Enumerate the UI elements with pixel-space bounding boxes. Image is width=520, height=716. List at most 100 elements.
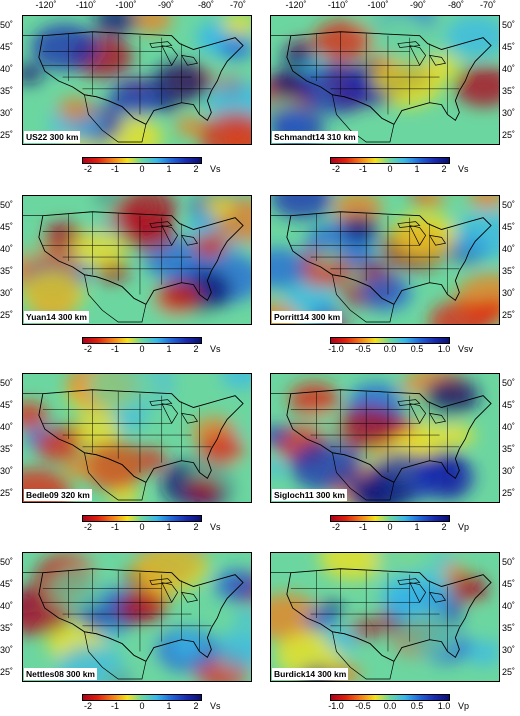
lat-label: 25˚ bbox=[502, 488, 516, 498]
velocity-anomaly-blob bbox=[151, 61, 211, 103]
velocity-anomaly-blob bbox=[271, 459, 287, 477]
colorbar-gradient bbox=[330, 694, 450, 701]
velocity-anomaly-blob bbox=[271, 425, 289, 446]
colorbar-gradient bbox=[330, 157, 450, 164]
colorbar-unit: Vsv bbox=[458, 344, 474, 354]
lat-label: 30˚ bbox=[0, 645, 14, 655]
colorbar-tick-label: -1.0 bbox=[328, 344, 344, 354]
lat-label: 40˚ bbox=[502, 64, 516, 74]
colorbar-tick-label: -2 bbox=[331, 164, 341, 174]
colorbar-tick-label: -1 bbox=[110, 164, 120, 174]
velocity-anomaly-blob bbox=[366, 88, 389, 105]
colorbar-tick-label: 0 bbox=[139, 701, 145, 711]
lat-label: 35˚ bbox=[502, 86, 516, 96]
lat-labels: 50˚ 45˚ 40˚ 35˚ 30˚ 25˚ bbox=[502, 552, 520, 682]
lat-label: 50˚ bbox=[0, 200, 14, 210]
lat-label: 50˚ bbox=[0, 20, 14, 30]
velocity-anomaly-blob bbox=[325, 628, 358, 652]
lat-labels: 50˚ 45˚ 40˚ 35˚ 30˚ 25˚ bbox=[0, 195, 24, 325]
tomography-map: Schmandt14 310 km bbox=[270, 15, 500, 145]
mexico-border bbox=[332, 631, 395, 680]
colorbar-gradient bbox=[82, 337, 202, 344]
colorbar-tick-label: 2 bbox=[193, 164, 199, 174]
lon-label: -80˚ bbox=[197, 0, 215, 10]
map-canvas bbox=[23, 196, 251, 324]
velocity-anomaly-blob bbox=[170, 633, 206, 658]
lat-label: 50˚ bbox=[502, 378, 516, 388]
colorbar-tick-label: 1 bbox=[414, 164, 420, 174]
velocity-anomaly-blob bbox=[313, 20, 373, 62]
velocity-anomaly-blob bbox=[94, 16, 138, 35]
tomography-map: Porritt14 300 km bbox=[270, 195, 500, 325]
colorbar-gradient bbox=[330, 515, 450, 522]
velocity-anomaly-blob bbox=[71, 229, 127, 268]
lat-label: 50˚ bbox=[0, 378, 14, 388]
velocity-anomaly-blob bbox=[235, 609, 251, 626]
colorbar-ticks: -2 -1 0 1 2 bbox=[330, 522, 450, 533]
velocity-anomaly-blob bbox=[465, 639, 499, 666]
colorbar-tick-label: 1 bbox=[166, 344, 172, 354]
lat-label: 25˚ bbox=[0, 130, 14, 140]
map-canvas bbox=[23, 374, 251, 502]
velocity-anomaly-blob bbox=[418, 196, 446, 208]
velocity-anomaly-blob bbox=[350, 619, 379, 640]
velocity-anomaly-blob bbox=[213, 630, 251, 670]
colorbar-ticks: -2 -1 0 1 2 bbox=[82, 344, 202, 355]
velocity-anomaly-blob bbox=[100, 624, 122, 640]
lat-label: 35˚ bbox=[0, 444, 14, 454]
lat-labels: 50˚ 45˚ 40˚ 35˚ 30˚ 25˚ bbox=[502, 195, 520, 325]
tomography-map: Bedle09 320 km bbox=[22, 373, 252, 503]
velocity-anomaly-blob bbox=[82, 440, 144, 483]
colorbar-tick-label: 0.5 bbox=[410, 701, 424, 711]
colorbar-tick-label: 0 bbox=[139, 344, 145, 354]
lat-label: 45˚ bbox=[502, 222, 516, 232]
lat-label: 50˚ bbox=[502, 557, 516, 567]
lon-labels-right: -120˚ -110˚ -100˚ -90˚ -80˚ -70˚ bbox=[260, 0, 520, 14]
colorbar-unit: Vs bbox=[458, 164, 469, 174]
velocity-anomaly-blob bbox=[131, 16, 173, 34]
colorbar: -2 -1 0 1 2 Vs bbox=[82, 694, 232, 714]
velocity-anomaly-blob bbox=[275, 631, 343, 679]
lat-label: 40˚ bbox=[502, 244, 516, 254]
velocity-anomaly-blob bbox=[221, 374, 251, 389]
velocity-anomaly-blob bbox=[198, 433, 245, 466]
lon-label: -120˚ bbox=[285, 0, 307, 10]
colorbar-unit: Vs bbox=[210, 522, 221, 532]
velocity-anomaly-blob bbox=[412, 455, 476, 500]
colorbar-unit: Vs bbox=[210, 701, 221, 711]
velocity-anomaly-blob bbox=[442, 563, 466, 579]
colorbar-tick-label: -1 bbox=[110, 522, 120, 532]
colorbar-tick-label: -2 bbox=[83, 164, 93, 174]
model-depth-label: Porritt14 300 km bbox=[272, 311, 343, 323]
colorbar-unit: Vs bbox=[210, 344, 221, 354]
velocity-anomaly-blob bbox=[118, 591, 166, 625]
lat-label: 40˚ bbox=[0, 244, 14, 254]
model-depth-label: Burdick14 300 km bbox=[272, 668, 349, 680]
velocity-anomaly-blob bbox=[406, 553, 441, 573]
velocity-anomaly-blob bbox=[396, 611, 460, 656]
lat-label: 45˚ bbox=[0, 42, 14, 52]
mexico-border bbox=[332, 452, 395, 501]
lon-label: -70˚ bbox=[479, 0, 497, 10]
lat-label: 40˚ bbox=[0, 64, 14, 74]
lat-label: 30˚ bbox=[0, 466, 14, 476]
velocity-anomaly-blob bbox=[23, 63, 44, 85]
lat-label: 40˚ bbox=[502, 601, 516, 611]
colorbar-tick-label: -1 bbox=[110, 344, 120, 354]
lat-label: 45˚ bbox=[0, 222, 14, 232]
colorbar-tick-label: 2 bbox=[193, 522, 199, 532]
velocity-anomaly-blob bbox=[86, 374, 161, 412]
lat-label: 25˚ bbox=[502, 310, 516, 320]
lat-label: 30˚ bbox=[502, 108, 516, 118]
colorbar-ticks: -2 -1 0 1 2 bbox=[82, 164, 202, 175]
colorbar: -2 -1 0 1 2 Vp bbox=[330, 515, 480, 535]
model-depth-label: Schmandt14 310 km bbox=[272, 131, 358, 143]
velocity-anomaly-blob bbox=[428, 300, 491, 324]
velocity-anomaly-blob bbox=[360, 274, 413, 312]
mexico-border bbox=[84, 94, 147, 143]
colorbar-tick-label: 0 bbox=[139, 164, 145, 174]
model-depth-label: Nettles08 300 km bbox=[24, 668, 97, 680]
velocity-anomaly-blob bbox=[271, 247, 308, 289]
map-canvas bbox=[271, 196, 499, 324]
colorbar-ticks: -1.0 -0.5 0.0 0.5 1.0 bbox=[328, 701, 450, 712]
